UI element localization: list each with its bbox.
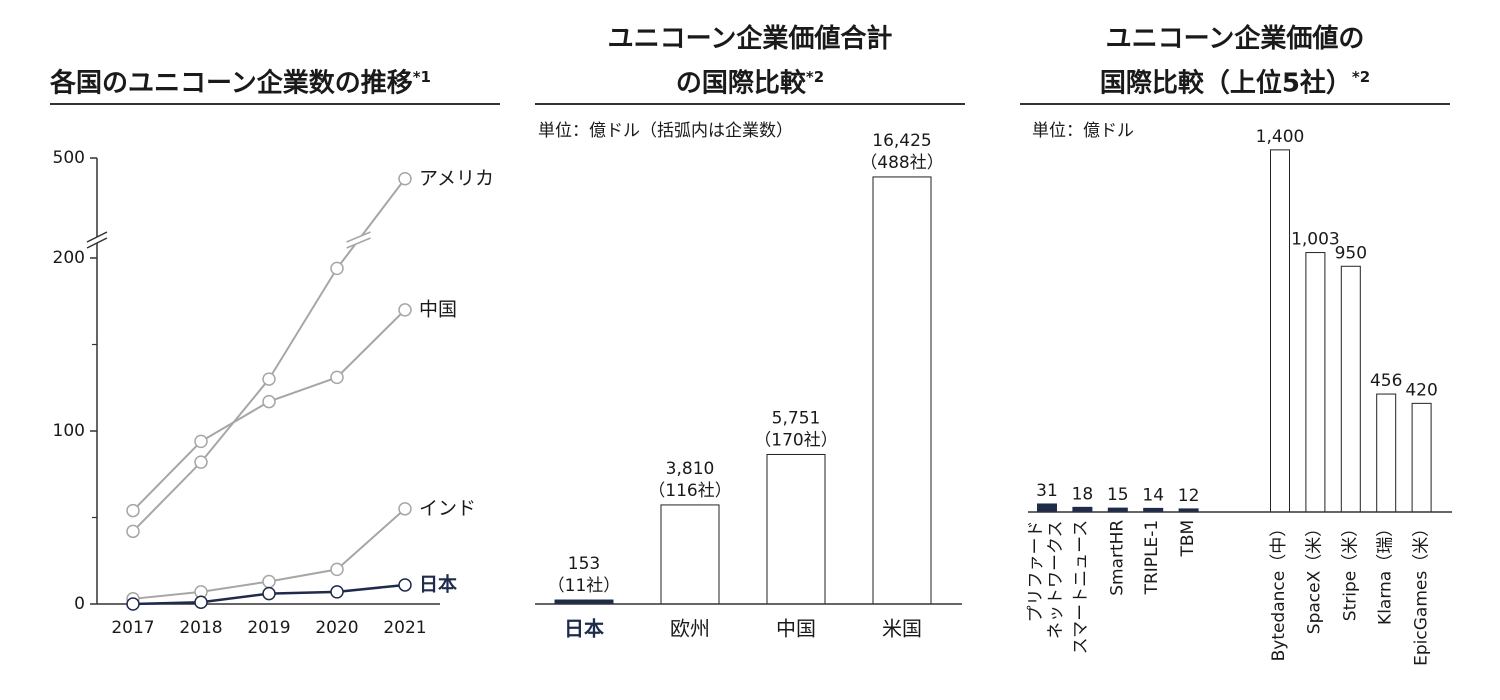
series-label: アメリカ [419, 167, 494, 189]
point [330, 261, 344, 276]
count-label: （11社） [548, 576, 621, 596]
count-label: （170社） [754, 430, 837, 450]
point [262, 586, 276, 601]
point [330, 585, 344, 599]
title-note: *1 [412, 68, 431, 86]
count-label: （488社） [860, 153, 943, 173]
chart-title: ユニコーン企業価値合計 の国際比較*2 [535, 20, 965, 103]
value-label: 14 [1142, 485, 1164, 505]
x-tick-label: 中国 [776, 617, 816, 641]
y-tick-label: 200 [53, 248, 85, 268]
x-tick-label: 2019 [247, 618, 290, 638]
series-label: インド [419, 497, 476, 519]
value-label: 31 [1036, 481, 1058, 501]
x-tick-label: 米国 [882, 617, 922, 641]
x-tick-label: Bytedance（中） [1268, 519, 1289, 662]
point [398, 578, 412, 592]
title-note: *2 [805, 68, 825, 86]
point [194, 455, 208, 469]
series-label: 中国 [419, 298, 457, 320]
line-break [346, 237, 371, 249]
point [126, 597, 140, 611]
point [398, 502, 412, 516]
y-tick-label: 500 [53, 148, 85, 168]
bar [872, 176, 932, 605]
x-tick-label: SmartHR [1107, 519, 1128, 596]
bar [660, 504, 720, 605]
axis-break [86, 231, 108, 243]
point [262, 394, 276, 409]
value-label: 5,751 [772, 408, 821, 428]
unit-note: 単位：億ドル [1032, 121, 1134, 141]
y-tick-label: 100 [53, 421, 85, 441]
unit-note: 単位：億ドル（括弧内は企業数） [538, 121, 793, 141]
title-note: *2 [1351, 68, 1371, 86]
title-text: 各国のユニコーン企業数の推移 [50, 68, 413, 99]
point [194, 595, 208, 610]
line-break [346, 232, 371, 248]
x-tick-label: 2020 [315, 618, 358, 638]
x-tick-label: Stripe（米） [1340, 519, 1361, 622]
title-text: ユニコーン企業価値の 国際比較（上位5社） [1099, 24, 1365, 99]
y-tick-label: 0 [74, 594, 85, 614]
point [126, 503, 140, 518]
bar [1411, 402, 1432, 513]
value-label: 420 [1405, 380, 1437, 400]
value-label: 12 [1178, 486, 1200, 506]
x-tick-label: 2017 [111, 618, 154, 638]
x-tick-label: Klarna（瑞） [1375, 519, 1396, 625]
point [398, 303, 412, 317]
point [262, 372, 276, 386]
value-label: 3,810 [666, 459, 715, 479]
axis-break [87, 232, 107, 248]
x-tick-label: 欧州 [670, 617, 710, 641]
bar [766, 453, 826, 605]
x-tick-label: TRIPLE-1 [1142, 519, 1163, 595]
point [262, 574, 276, 589]
point [330, 562, 344, 577]
bar [1270, 149, 1290, 513]
value-label: 16,425 [872, 131, 931, 151]
value-label: 15 [1107, 485, 1129, 505]
value-label: 456 [1370, 371, 1402, 391]
x-tick-label: TBM [1177, 519, 1198, 557]
x-tick-label: 2021 [383, 618, 426, 638]
chart-title: 各国のユニコーン企業数の推移*1 [50, 58, 500, 103]
series-line [132, 178, 406, 533]
axis-break [86, 237, 108, 249]
value-label: 18 [1072, 484, 1094, 504]
point [126, 524, 140, 539]
bar [1376, 393, 1397, 513]
value-label: 153 [568, 554, 600, 574]
line-break [346, 231, 371, 243]
value-label: 1,400 [1256, 127, 1305, 147]
x-tick-label: スマートニュース [1071, 519, 1092, 655]
bar [1340, 265, 1361, 513]
x-tick-label: EpicGames（米） [1410, 519, 1431, 666]
point [194, 434, 208, 449]
x-tick-label: SpaceX（米） [1305, 519, 1326, 635]
x-tick-label: 2018 [179, 618, 222, 638]
chart-title: ユニコーン企業価値の 国際比較（上位5社）*2 [1020, 20, 1450, 103]
value-label: 950 [1335, 243, 1367, 263]
series-line [132, 309, 406, 512]
series-label: 日本 [419, 572, 457, 595]
x-tick-label: プリファード ネットワークス [1025, 520, 1066, 639]
x-tick-label: 日本 [564, 617, 604, 641]
title-text: ユニコーン企業価値合計 の国際比較 [607, 24, 893, 99]
count-label: （116社） [648, 481, 731, 501]
point [398, 172, 412, 186]
value-label: 1,003 [1291, 230, 1340, 250]
bar [1037, 503, 1057, 513]
bar [1305, 252, 1326, 513]
point [330, 370, 344, 385]
